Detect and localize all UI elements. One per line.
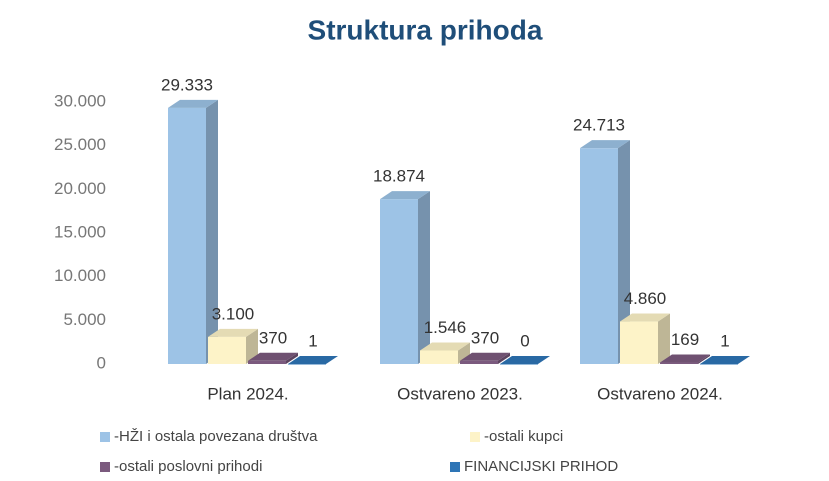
bar-top <box>420 342 470 351</box>
bar <box>248 360 286 364</box>
data-label: 0 <box>520 331 529 350</box>
y-tick-label: 10.000 <box>54 266 106 285</box>
bar-side <box>418 191 430 364</box>
legend-label: FINANCIJSKI PRIHOD <box>464 458 618 475</box>
legend-swatch <box>100 462 110 472</box>
bar-side <box>206 99 218 364</box>
data-label: 4.860 <box>624 289 667 308</box>
y-tick-label: 20.000 <box>54 179 106 198</box>
bar-top <box>580 140 630 149</box>
bar-top <box>288 355 338 364</box>
legend-label: -ostali kupci <box>484 428 563 445</box>
legend-swatch <box>470 432 480 442</box>
y-tick-label: 25.000 <box>54 135 106 154</box>
x-tick-label: Ostvareno 2023. <box>397 384 523 403</box>
bar-side <box>458 342 470 364</box>
bar-top <box>380 191 430 200</box>
bar <box>288 363 326 365</box>
data-label: 24.713 <box>573 116 625 135</box>
data-label: 370 <box>471 328 499 347</box>
bar <box>700 363 738 365</box>
bar <box>380 199 418 364</box>
bar-side <box>738 355 750 364</box>
bar <box>208 336 246 364</box>
legend-swatch <box>450 462 460 472</box>
data-label: 29.333 <box>161 75 213 94</box>
data-label: 169 <box>671 330 699 349</box>
y-tick-label: 15.000 <box>54 222 106 241</box>
bar <box>168 107 206 364</box>
data-label: 18.874 <box>373 167 425 186</box>
y-tick-label: 0 <box>97 353 106 372</box>
bar <box>660 362 698 364</box>
bar-side <box>286 352 298 364</box>
bar-side <box>618 140 630 364</box>
y-tick-label: 5.000 <box>63 310 106 329</box>
bar-top <box>620 313 670 322</box>
data-label: 1 <box>308 331 317 350</box>
bar <box>580 148 618 364</box>
data-label: 370 <box>259 328 287 347</box>
bar-top <box>660 354 710 363</box>
legend-label: -ostali poslovni prihodi <box>114 458 262 475</box>
legend-swatch <box>100 432 110 442</box>
bar-top <box>700 355 750 364</box>
chart-title: Struktura prihoda <box>308 14 543 45</box>
bar-top <box>500 356 550 364</box>
legend-label: -HŽI i ostala povezana društva <box>114 428 318 445</box>
bar-side <box>658 313 670 364</box>
bar-top <box>460 352 510 361</box>
bar-top <box>168 99 218 108</box>
x-tick-label: Ostvareno 2024. <box>597 384 723 403</box>
y-tick-label: 30.000 <box>54 91 106 110</box>
bar-side <box>698 354 710 364</box>
bar-top <box>248 352 298 361</box>
x-tick-label: Plan 2024. <box>207 384 288 403</box>
bar <box>420 350 458 364</box>
bar-side <box>326 355 338 364</box>
data-label: 3.100 <box>212 304 255 323</box>
bar-top <box>208 328 258 337</box>
bar <box>460 360 498 364</box>
data-label: 1.546 <box>424 318 467 337</box>
bar-side <box>498 352 510 364</box>
bar <box>500 364 538 365</box>
bar-side <box>246 328 258 364</box>
bar <box>620 321 658 364</box>
data-label: 1 <box>720 331 729 350</box>
